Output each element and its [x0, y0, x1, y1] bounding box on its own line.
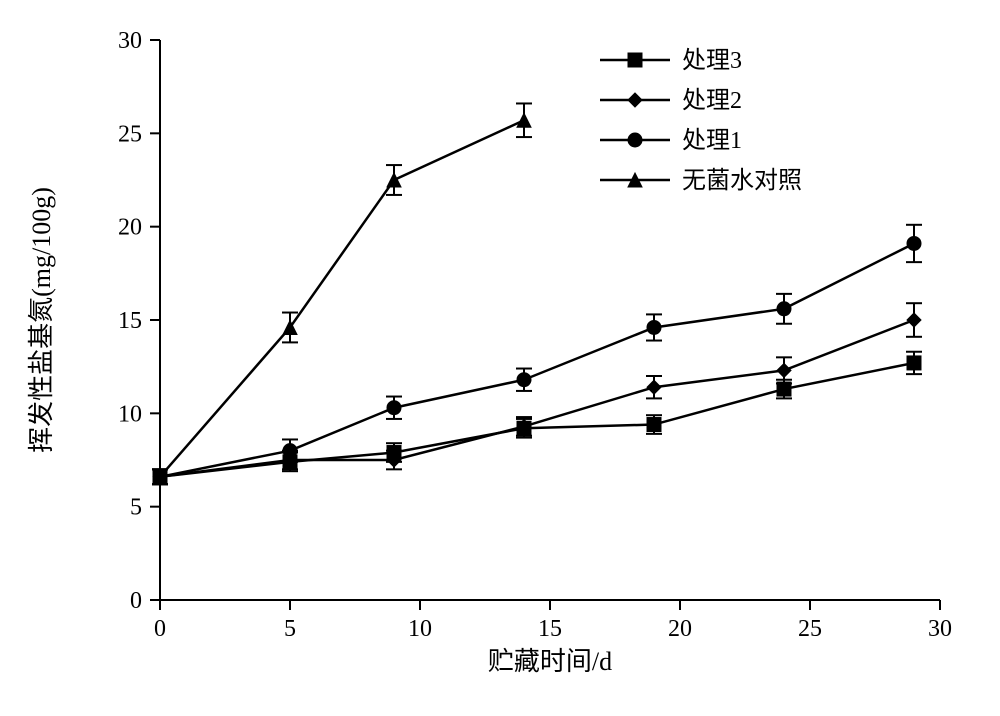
svg-text:10: 10: [408, 616, 432, 642]
svg-text:10: 10: [118, 401, 142, 427]
svg-text:25: 25: [118, 121, 142, 147]
svg-text:15: 15: [538, 616, 562, 642]
svg-text:0: 0: [154, 616, 166, 642]
line-chart: 0 5 10 15 20 25 30 0 5 10 15 20 25 30 贮藏时间/d 挥发性盐基氮(mg/…: [0, 0, 1000, 716]
y-axis-label: 挥发性盐基氮(mg/100g): [27, 187, 56, 453]
svg-text:20: 20: [118, 215, 142, 241]
svg-text:5: 5: [130, 495, 142, 521]
legend-label: 无菌水对照: [682, 167, 802, 194]
svg-text:30: 30: [118, 28, 142, 54]
legend-label: 处理2: [682, 87, 742, 114]
svg-text:5: 5: [284, 616, 296, 642]
legend-label: 处理3: [682, 47, 742, 74]
svg-text:30: 30: [928, 616, 952, 642]
svg-text:20: 20: [668, 616, 692, 642]
svg-text:0: 0: [130, 588, 142, 614]
chart-container: 0 5 10 15 20 25 30 0 5 10 15 20 25 30 贮藏时间/d 挥发性盐基氮(mg/…: [0, 0, 1000, 716]
svg-text:15: 15: [118, 308, 142, 334]
svg-text:25: 25: [798, 616, 822, 642]
legend-label: 处理1: [682, 127, 742, 154]
x-axis-label: 贮藏时间/d: [488, 647, 612, 676]
